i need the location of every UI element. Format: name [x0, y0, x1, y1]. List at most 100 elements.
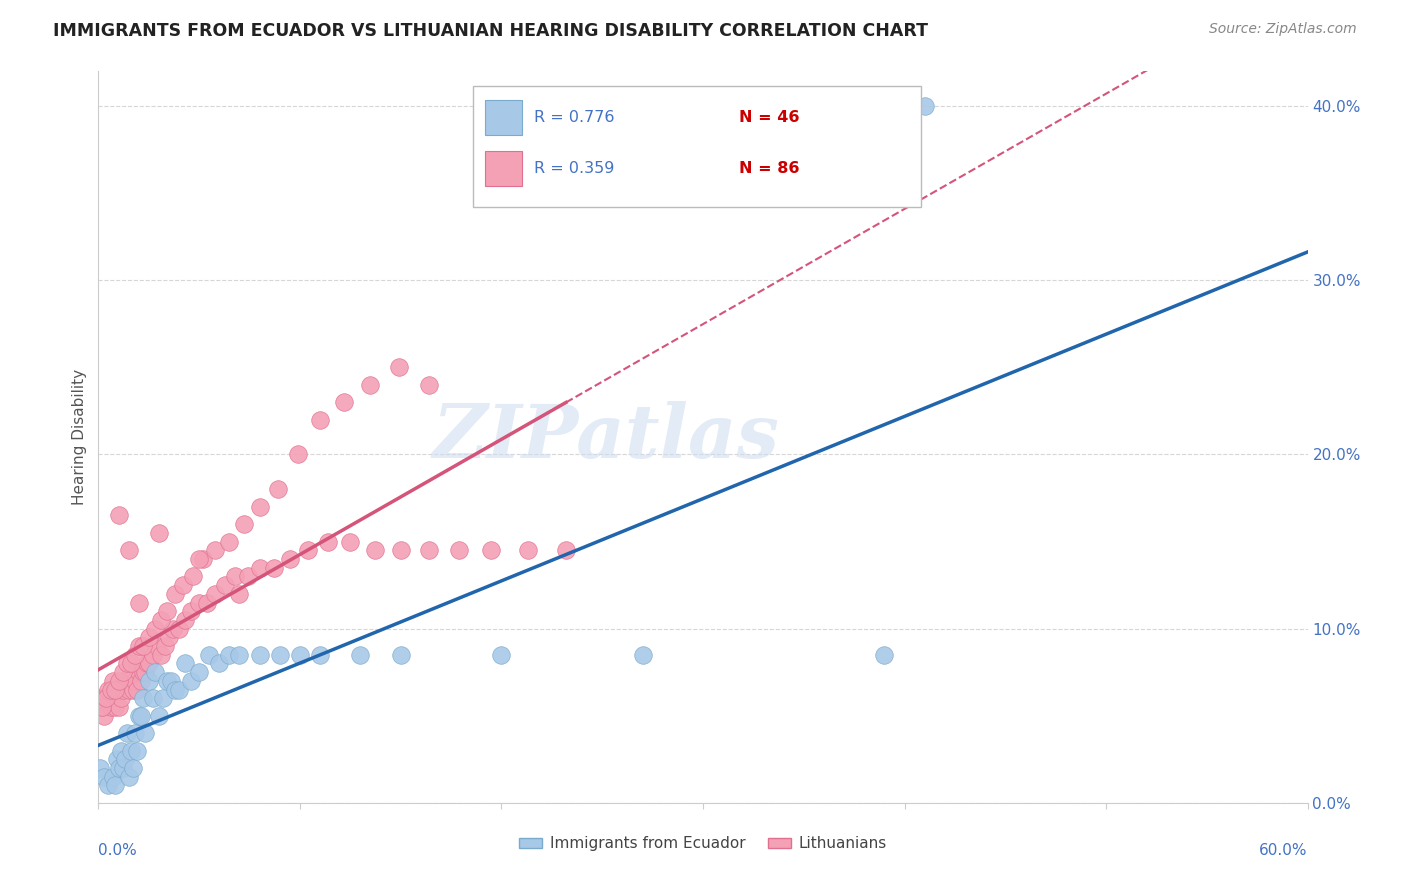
Point	[97, 682, 120, 697]
Point	[132, 665, 155, 680]
Point	[218, 534, 240, 549]
Point	[93, 708, 115, 723]
Point	[128, 595, 150, 609]
Point	[138, 673, 160, 688]
Point	[125, 682, 148, 697]
Point	[128, 708, 150, 723]
Point	[204, 543, 226, 558]
Point	[101, 673, 124, 688]
Point	[129, 708, 152, 723]
Point	[128, 665, 150, 680]
Point	[249, 648, 271, 662]
Bar	[485, 151, 522, 186]
Point	[181, 569, 204, 583]
Point	[100, 682, 122, 697]
Point	[389, 648, 412, 662]
Point	[93, 770, 115, 784]
Point	[132, 639, 155, 653]
Point	[418, 377, 440, 392]
Point	[153, 639, 176, 653]
Point	[360, 377, 382, 392]
Point	[118, 770, 141, 784]
Point	[115, 726, 138, 740]
Point	[121, 682, 143, 697]
Point	[146, 639, 169, 653]
Point	[208, 657, 231, 671]
Point	[129, 673, 152, 688]
Point	[105, 682, 128, 697]
Point	[188, 552, 211, 566]
Point	[148, 708, 170, 723]
Point	[96, 691, 118, 706]
Point	[135, 657, 157, 671]
Point	[110, 691, 132, 706]
Point	[138, 657, 160, 671]
Point	[174, 613, 197, 627]
Text: R = 0.776: R = 0.776	[534, 110, 614, 125]
Point	[309, 648, 332, 662]
Point	[111, 665, 134, 680]
Text: Source: ZipAtlas.com: Source: ZipAtlas.com	[1209, 22, 1357, 37]
Point	[389, 543, 412, 558]
Point	[224, 569, 246, 583]
Point	[236, 569, 259, 583]
Point	[269, 648, 291, 662]
Point	[115, 657, 138, 671]
Point	[249, 560, 271, 574]
Bar	[485, 100, 522, 135]
Point	[228, 648, 250, 662]
Point	[121, 761, 143, 775]
Point	[103, 778, 125, 792]
Point	[105, 752, 128, 766]
Point	[188, 595, 211, 609]
Point	[125, 743, 148, 757]
Point	[138, 631, 160, 645]
Point	[111, 761, 134, 775]
Point	[267, 483, 290, 497]
Point	[297, 543, 319, 558]
Point	[162, 622, 184, 636]
Text: 60.0%: 60.0%	[1260, 843, 1308, 858]
Point	[157, 631, 180, 645]
Point	[232, 517, 254, 532]
Point	[107, 700, 129, 714]
Point	[555, 543, 578, 558]
Point	[333, 395, 356, 409]
Text: N = 46: N = 46	[740, 110, 800, 125]
Point	[156, 604, 179, 618]
Point	[198, 648, 221, 662]
Point	[174, 657, 197, 671]
Point	[167, 622, 190, 636]
Point	[101, 770, 124, 784]
Point	[163, 587, 186, 601]
Point	[188, 665, 211, 680]
Text: R = 0.359: R = 0.359	[534, 161, 614, 176]
FancyBboxPatch shape	[474, 86, 921, 207]
Point	[873, 648, 896, 662]
Point	[195, 595, 218, 609]
Point	[363, 543, 385, 558]
Point	[143, 622, 166, 636]
Point	[132, 691, 155, 706]
Point	[89, 691, 111, 706]
Point	[914, 99, 936, 113]
Text: IMMIGRANTS FROM ECUADOR VS LITHUANIAN HEARING DISABILITY CORRELATION CHART: IMMIGRANTS FROM ECUADOR VS LITHUANIAN HE…	[53, 22, 928, 40]
Point	[218, 648, 240, 662]
Point	[114, 752, 136, 766]
Point	[316, 534, 339, 549]
Point	[193, 552, 215, 566]
Point	[516, 543, 538, 558]
Point	[339, 534, 361, 549]
Point	[120, 665, 142, 680]
Point	[96, 691, 118, 706]
Point	[388, 360, 411, 375]
Point	[128, 639, 150, 653]
Point	[142, 691, 165, 706]
Point	[491, 648, 513, 662]
Point	[142, 648, 165, 662]
Point	[111, 682, 134, 697]
Point	[481, 543, 503, 558]
Point	[152, 691, 174, 706]
Point	[120, 743, 142, 757]
Point	[118, 682, 141, 697]
